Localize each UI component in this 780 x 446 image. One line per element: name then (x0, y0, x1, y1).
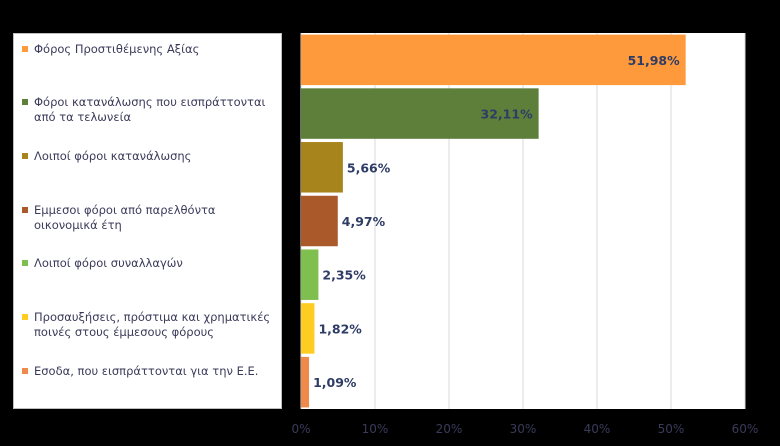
bar (301, 249, 319, 300)
legend-label: Φόρος Προστιθέμενης Αξίας (34, 41, 200, 56)
x-tick-label: 40% (584, 422, 611, 436)
legend-swatch (22, 45, 28, 52)
bar (301, 195, 338, 247)
bar (301, 142, 343, 193)
x-tick-label: 30% (510, 422, 537, 436)
legend-swatch (22, 367, 28, 374)
x-tick-label: 10% (362, 422, 389, 436)
data-label: 51,98% (628, 53, 681, 68)
legend-swatch (22, 99, 28, 106)
x-tick-label: 0% (291, 422, 310, 436)
bar (301, 88, 539, 139)
data-label: 5,66% (347, 160, 391, 175)
legend-label: Εμμεσοι φόροι από παρελθόντα οικονομικά … (34, 202, 216, 232)
legend-swatch (22, 314, 28, 321)
x-tick-label: 50% (658, 422, 685, 436)
bar (301, 34, 686, 86)
legend-label: Λοιποί φόροι συναλλαγών (34, 256, 183, 271)
legend-label: Εσοδα, που εισπράττονται για την Ε.Ε. (34, 363, 259, 378)
data-label: 2,35% (322, 268, 366, 283)
legend-label: Λοιποί φόροι κατανάλωσης (34, 149, 192, 164)
legend-swatch (22, 206, 28, 213)
data-label: 32,11% (481, 107, 534, 122)
data-label: 1,09% (313, 375, 357, 390)
x-tick-label: 20% (436, 422, 463, 436)
legend-label: Φόροι κατανάλωσης που εισπράττονται από … (34, 95, 266, 125)
legend-swatch (22, 260, 28, 267)
data-label: 1,82% (318, 321, 362, 336)
x-tick-label: 60% (732, 422, 759, 436)
bar (301, 303, 315, 354)
data-label: 4,97% (342, 214, 386, 229)
legend: Φόρος Προστιθέμενης Αξίας Φόροι κατανάλωσ… (13, 33, 282, 409)
legend-swatch (22, 153, 28, 160)
legend-label: Προσαυξήσεις, πρόστιμα και χρηματικές πο… (34, 310, 271, 340)
bar (301, 356, 310, 408)
